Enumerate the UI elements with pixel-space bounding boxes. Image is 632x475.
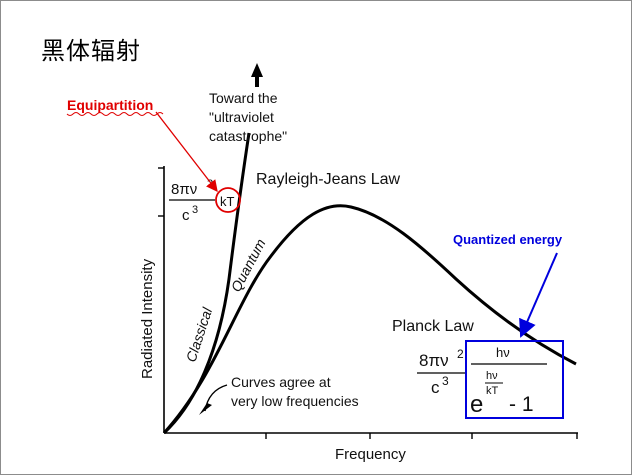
planck-law-label: Planck Law: [392, 318, 474, 335]
agree-pointer-head: [199, 403, 212, 415]
planck-prefix-denominator: c: [431, 378, 440, 397]
toward-line-3: catastrophe": [209, 128, 287, 144]
rj-denominator-exp: 3: [192, 204, 198, 216]
x-axis-label: Frequency: [335, 446, 406, 463]
axes: Frequency Radiated Intensity: [139, 166, 578, 463]
planck-prefix-exp: 2: [457, 347, 464, 361]
toward-line-2: "ultraviolet: [209, 109, 274, 125]
agree-note: Curves agree at very low frequencies: [199, 374, 359, 415]
slide-title: 黑体辐射: [41, 37, 141, 65]
equipartition-arrow: [155, 111, 218, 193]
planck-prefix-denominator-exp: 3: [442, 374, 449, 388]
ultraviolet-arrow: [251, 63, 263, 87]
quantized-energy-arrow: [519, 252, 558, 338]
planck-exp-denominator: kT: [486, 385, 499, 397]
kt-circle: [215, 187, 241, 213]
planck-prefix-numerator: 8πν: [419, 351, 449, 370]
y-axis-label: Radiated Intensity: [139, 258, 156, 379]
equipartition-underline: [66, 112, 164, 116]
agree-line-1: Curves agree at: [231, 374, 331, 390]
rayleigh-jeans-label: Rayleigh-Jeans Law: [256, 171, 401, 188]
planck-formula: 8πν 2 c 3 hν hν kT e - 1: [417, 345, 547, 418]
planck-curve: [162, 204, 577, 435]
planck-denominator-box: [465, 340, 564, 419]
planck-numerator: hν: [496, 345, 510, 360]
toward-line-1: Toward the: [209, 90, 278, 106]
planck-base: e: [470, 391, 483, 418]
rj-kt: kT: [220, 194, 235, 209]
y-axis-ticks: [158, 167, 164, 217]
planck-exp-numerator: hν: [486, 370, 498, 382]
ultraviolet-note: Toward the "ultraviolet catastrophe": [209, 90, 287, 144]
quantized-energy-label: Quantized energy: [453, 232, 563, 247]
rj-denominator: c: [182, 207, 190, 224]
x-axis-ticks: [265, 433, 578, 439]
agree-line-2: very low frequencies: [231, 393, 359, 409]
rj-numerator: 8πν: [171, 181, 197, 198]
rj-formula: 8πν 2 c 3 kT: [169, 178, 241, 224]
planck-minus-one: - 1: [509, 393, 534, 416]
equipartition-label: Equipartition: [67, 97, 153, 113]
